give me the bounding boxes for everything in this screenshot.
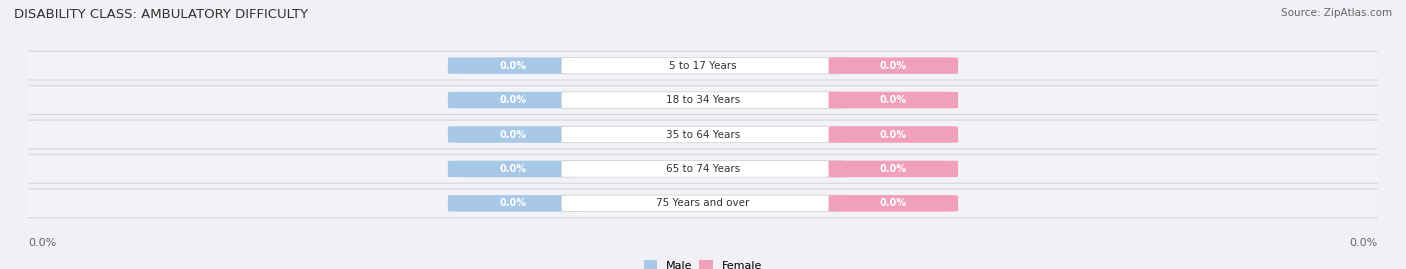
FancyBboxPatch shape (449, 92, 578, 108)
Text: 35 to 64 Years: 35 to 64 Years (666, 129, 740, 140)
Text: 0.0%: 0.0% (1350, 238, 1378, 248)
FancyBboxPatch shape (0, 188, 1406, 218)
FancyBboxPatch shape (561, 92, 845, 108)
FancyBboxPatch shape (561, 57, 845, 74)
FancyBboxPatch shape (449, 57, 578, 74)
Text: 5 to 17 Years: 5 to 17 Years (669, 61, 737, 71)
FancyBboxPatch shape (561, 126, 845, 143)
FancyBboxPatch shape (828, 161, 957, 177)
FancyBboxPatch shape (0, 155, 1406, 183)
Text: 0.0%: 0.0% (499, 129, 526, 140)
Text: 18 to 34 Years: 18 to 34 Years (666, 95, 740, 105)
FancyBboxPatch shape (828, 126, 957, 143)
Text: 65 to 74 Years: 65 to 74 Years (666, 164, 740, 174)
Text: 0.0%: 0.0% (499, 198, 526, 208)
FancyBboxPatch shape (0, 119, 1406, 150)
FancyBboxPatch shape (561, 195, 845, 212)
Text: 0.0%: 0.0% (499, 61, 526, 71)
Text: 75 Years and over: 75 Years and over (657, 198, 749, 208)
FancyBboxPatch shape (449, 161, 578, 177)
Text: DISABILITY CLASS: AMBULATORY DIFFICULTY: DISABILITY CLASS: AMBULATORY DIFFICULTY (14, 8, 308, 21)
FancyBboxPatch shape (828, 195, 957, 212)
Text: 0.0%: 0.0% (499, 95, 526, 105)
Text: 0.0%: 0.0% (880, 95, 907, 105)
FancyBboxPatch shape (0, 154, 1406, 184)
FancyBboxPatch shape (828, 57, 957, 74)
Text: 0.0%: 0.0% (880, 198, 907, 208)
Text: 0.0%: 0.0% (880, 164, 907, 174)
FancyBboxPatch shape (0, 86, 1406, 114)
Text: Source: ZipAtlas.com: Source: ZipAtlas.com (1281, 8, 1392, 18)
FancyBboxPatch shape (561, 161, 845, 177)
FancyBboxPatch shape (0, 52, 1406, 79)
Legend: Male, Female: Male, Female (640, 256, 766, 269)
Text: 0.0%: 0.0% (28, 238, 56, 248)
Text: 0.0%: 0.0% (880, 61, 907, 71)
FancyBboxPatch shape (449, 126, 578, 143)
FancyBboxPatch shape (0, 121, 1406, 148)
FancyBboxPatch shape (0, 85, 1406, 115)
FancyBboxPatch shape (0, 190, 1406, 217)
Text: 0.0%: 0.0% (499, 164, 526, 174)
Text: 0.0%: 0.0% (880, 129, 907, 140)
FancyBboxPatch shape (449, 195, 578, 212)
FancyBboxPatch shape (0, 51, 1406, 81)
FancyBboxPatch shape (828, 92, 957, 108)
